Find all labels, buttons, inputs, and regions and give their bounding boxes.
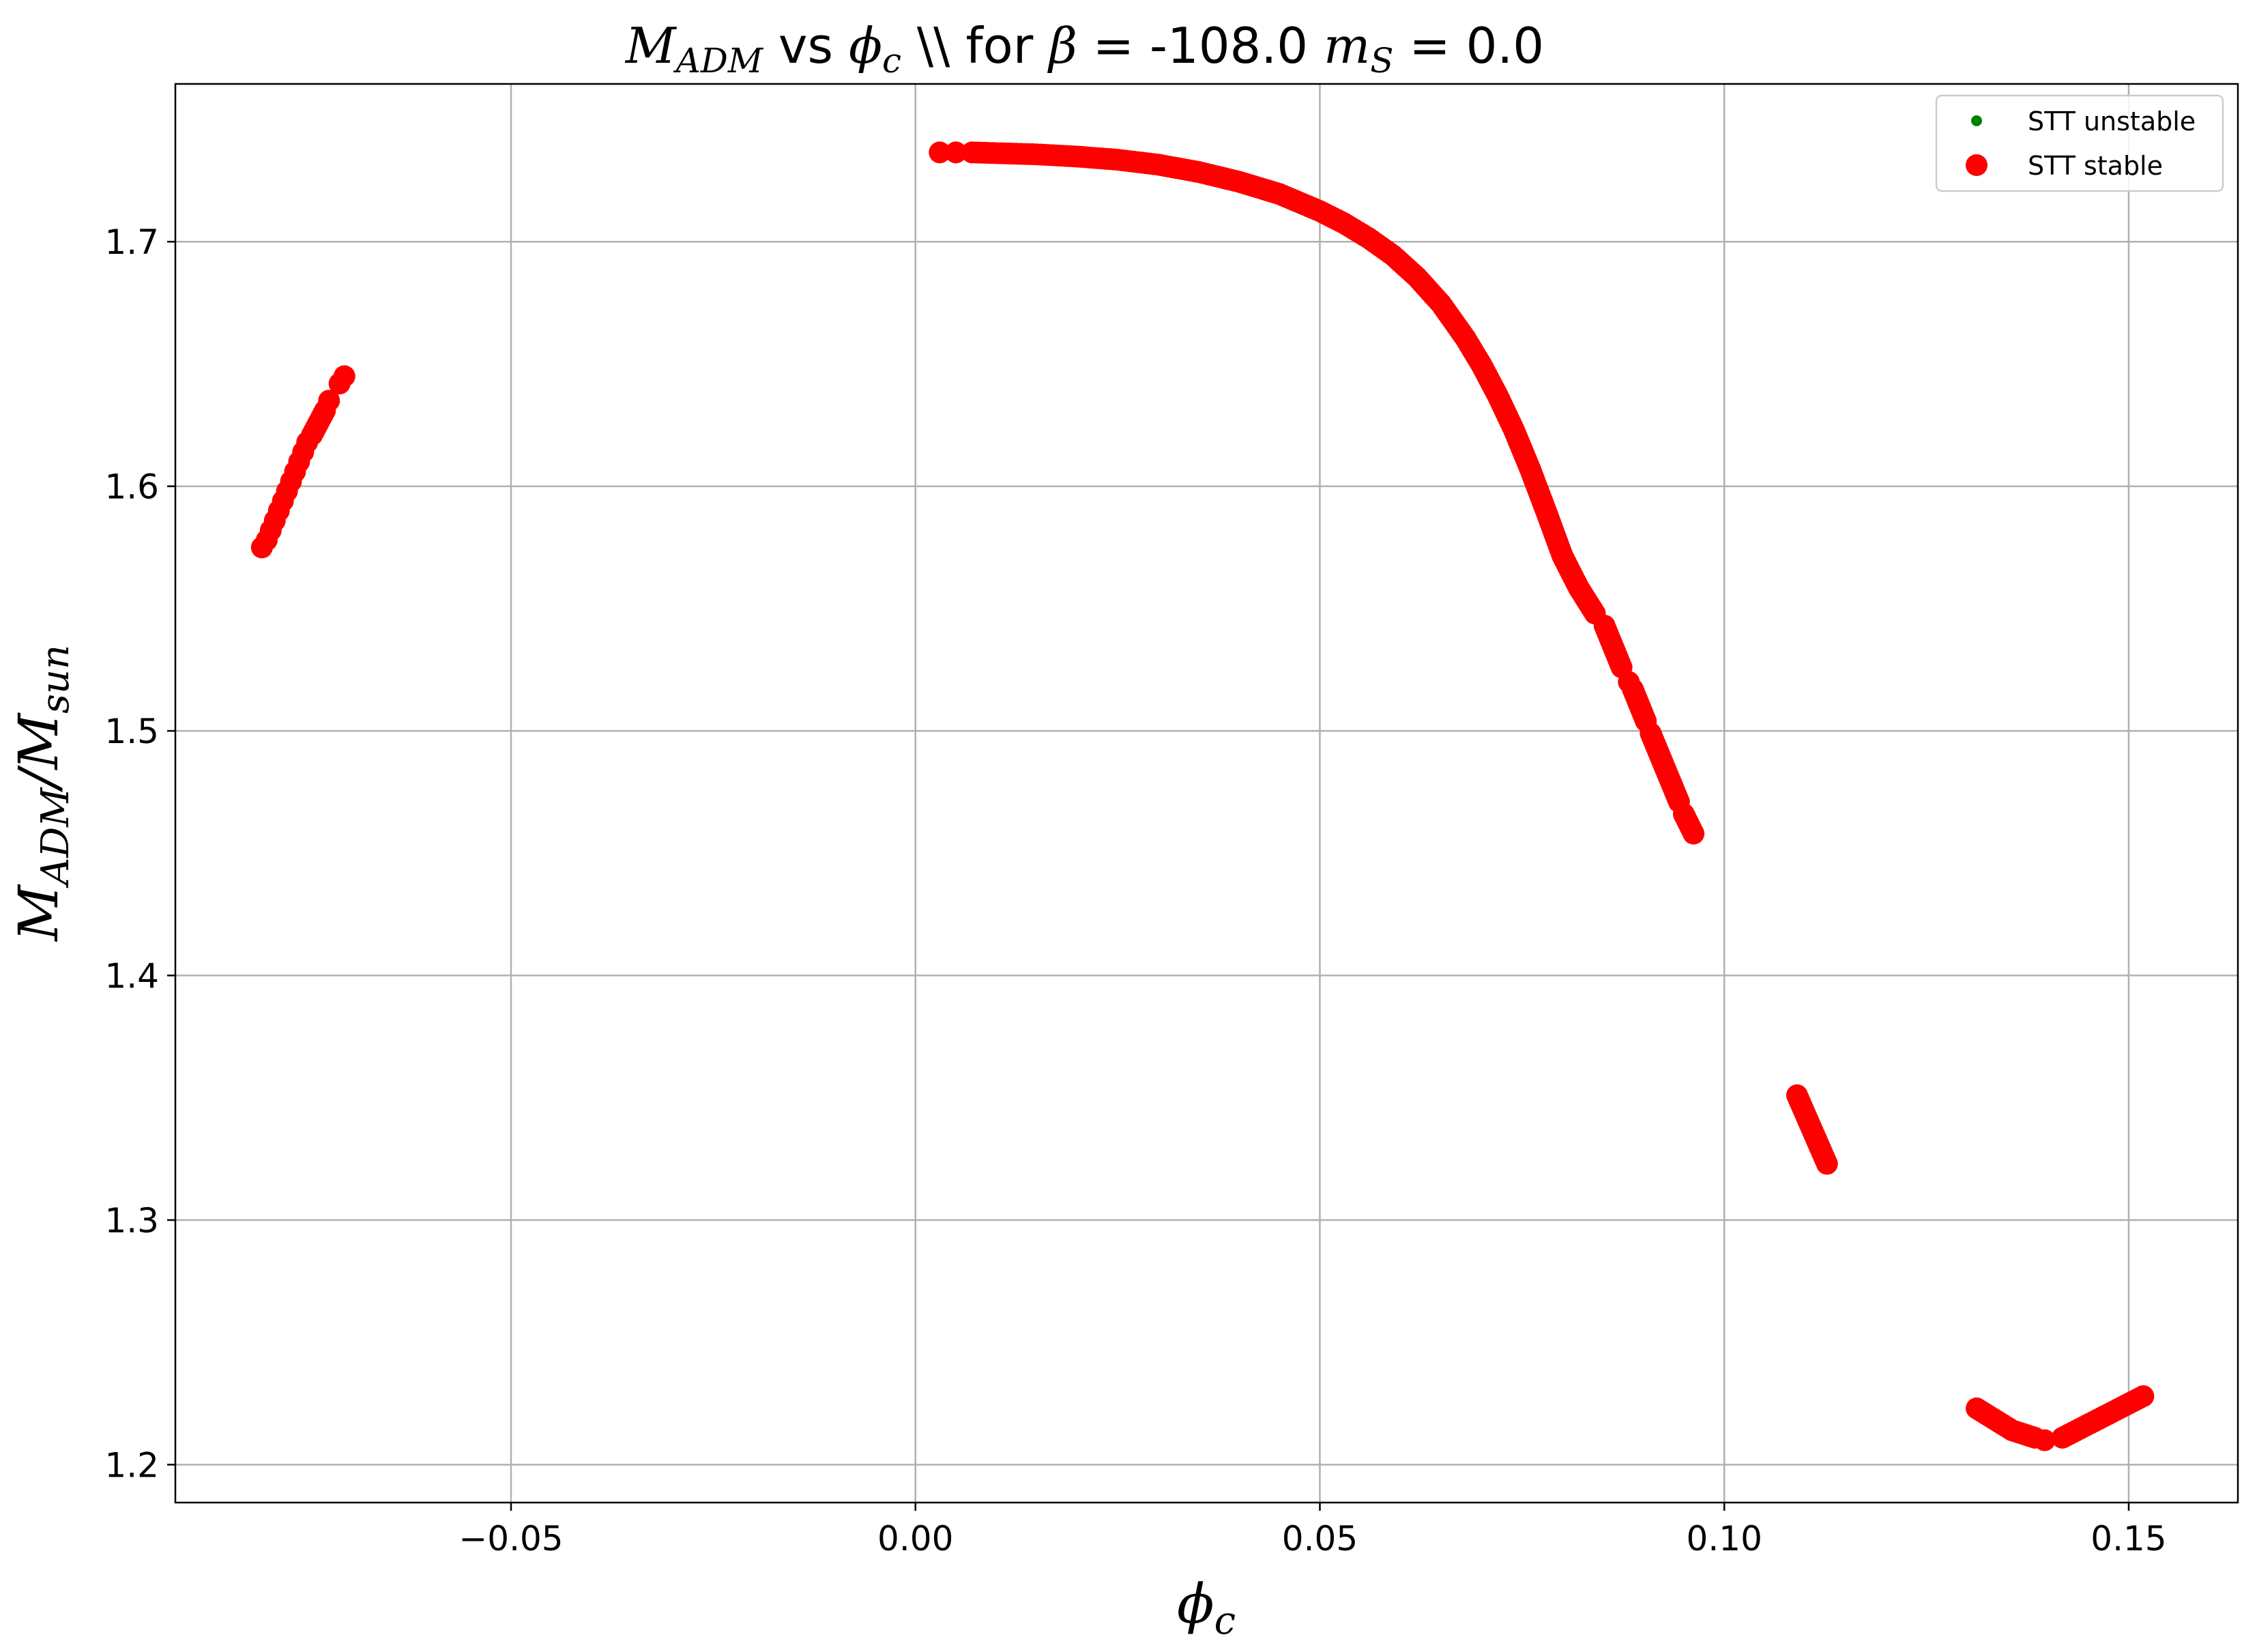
x-axis-label: ϕc	[1177, 1572, 1236, 1643]
stt-stable-point	[333, 365, 355, 388]
y-tick-label: 1.4	[104, 957, 159, 996]
legend-marker-stable	[1966, 154, 1987, 176]
scatter-points	[250, 141, 2155, 1451]
title-part: M	[624, 17, 678, 74]
x-tick-label: 0.00	[877, 1519, 953, 1559]
y-tick-label: 1.7	[104, 222, 159, 262]
x-tick-label: −0.05	[458, 1519, 563, 1559]
title-part: m	[1324, 17, 1370, 74]
legend-label-unstable: STT unstable	[2028, 106, 2196, 136]
stt-stable-point	[1633, 706, 1656, 729]
stt-stable-point	[1609, 652, 1631, 675]
legend-box	[1935, 94, 2224, 192]
stt-stable-point	[944, 141, 967, 164]
y-tick-label: 1.3	[104, 1201, 159, 1241]
y-tick-label: 1.5	[104, 712, 159, 751]
x-tick-label: 0.05	[1282, 1519, 1358, 1559]
plot-area-frame	[174, 83, 2239, 1504]
stt-stable-point	[1666, 787, 1689, 809]
y-tick-label: 1.2	[104, 1445, 159, 1485]
title-part: vs	[763, 17, 849, 74]
title-part: = -108.0	[1077, 17, 1324, 74]
legend-marker-unstable	[1971, 115, 1982, 126]
title-part: β	[1047, 17, 1077, 74]
stt-stable-point	[2129, 1387, 2151, 1409]
title-part: ϕ	[849, 17, 882, 74]
stt-stable-point	[2020, 1425, 2042, 1448]
x-tick-label: 0.10	[1687, 1519, 1762, 1559]
x-tick-label: 0.15	[2091, 1519, 2166, 1559]
stt-stable-point	[1814, 1149, 1837, 1172]
title-part: ADM	[673, 41, 764, 81]
title-part: = 0.0	[1393, 17, 1544, 74]
legend-label-stable: STT stable	[2028, 151, 2163, 181]
axis-ticks: −0.05 0.00 0.05 0.10 0.15 1.2 1.3 1.4 1.5 1.6 1.7	[104, 222, 2166, 1559]
title-part: \\ for	[901, 17, 1049, 74]
stt-stable-point	[1582, 599, 1604, 622]
legend: STT unstable STT stable	[1935, 94, 2224, 192]
stt-stable-point	[312, 403, 334, 425]
y-axis-label: MADM/Msun	[7, 645, 78, 942]
y-tick-label: 1.6	[104, 467, 159, 507]
stt-stable-point	[929, 141, 951, 164]
gridlines	[175, 84, 2238, 1503]
chart-title: MADM vs ϕc \\ for β = -108.0 mS = 0.0	[624, 17, 1544, 81]
title-part: c	[882, 41, 901, 81]
stt-stable-point	[1680, 819, 1703, 841]
title-part: S	[1370, 41, 1393, 81]
